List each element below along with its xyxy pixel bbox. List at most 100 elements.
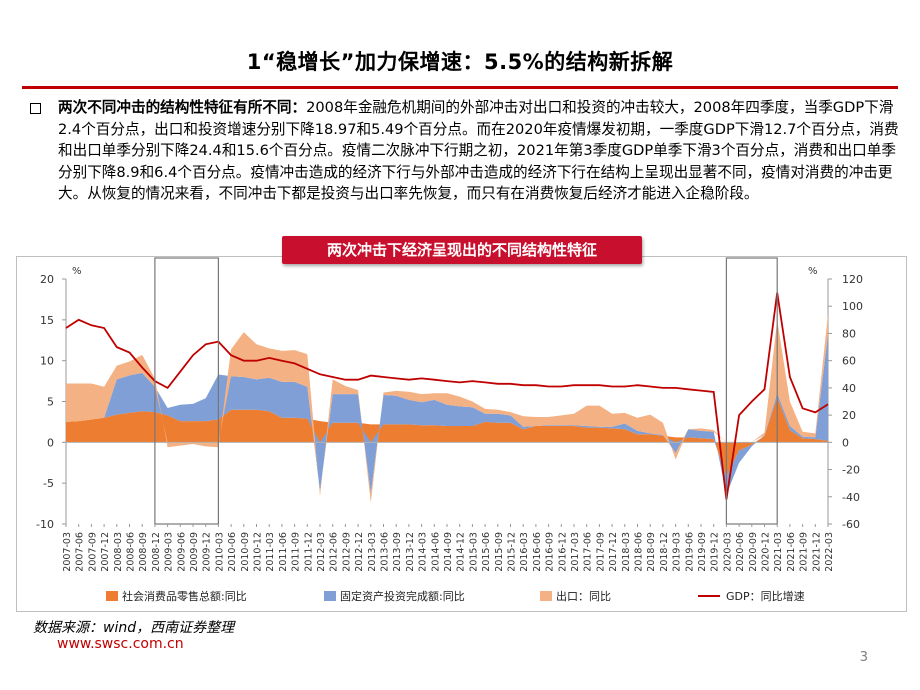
x-axis-tick-label: 2015-03 — [468, 532, 479, 572]
legend-label: 固定资产投资完成额:同比 — [340, 589, 465, 603]
x-axis-tick-label: 2016-03 — [519, 532, 530, 572]
x-axis-tick-label: 2021-09 — [799, 532, 810, 572]
paragraph-heading: 两次不同冲击的结构性特征有所不同： — [58, 99, 307, 116]
x-axis-tick-label: 2016-12 — [557, 532, 568, 572]
x-axis-tick-label: 2019-03 — [672, 532, 683, 572]
gdp-line — [65, 292, 829, 500]
left-axis-tick-label: 0 — [47, 436, 54, 449]
left-axis-tick-label: -5 — [43, 477, 54, 490]
right-axis-tick-label: 0 — [842, 436, 849, 449]
x-axis-tick-label: 2007-06 — [75, 532, 86, 572]
x-axis-tick-label: 2013-06 — [380, 532, 391, 572]
x-axis-tick-label: 2010-12 — [253, 532, 264, 572]
x-axis-tick-label: 2012-12 — [354, 532, 365, 572]
right-axis-unit: % — [808, 266, 818, 277]
x-axis-tick-label: 2011-03 — [265, 532, 276, 572]
area-series-1 — [66, 334, 828, 495]
x-axis-tick-label: 2013-09 — [392, 532, 403, 572]
page-number: 3 — [859, 650, 868, 665]
x-axis-tick-label: 2009-09 — [189, 532, 200, 572]
x-axis-tick-label: 2018-03 — [621, 532, 632, 572]
legend-label: GDP：同比增速 — [726, 589, 805, 603]
summary-paragraph: 两次不同冲击的结构性特征有所不同：2008年金融危机期间的外部冲击对出口和投资的… — [58, 97, 900, 205]
right-axis-tick-label: 20 — [842, 409, 856, 422]
data-source: 数据来源：wind，西南证券整理 — [33, 620, 235, 636]
x-axis-tick-label: 2011-06 — [278, 532, 289, 572]
x-axis-tick-label: 2008-03 — [113, 532, 124, 572]
x-axis-tick-label: 2010-09 — [240, 532, 251, 572]
x-axis-tick-label: 2019-12 — [710, 532, 721, 572]
x-axis-tick-label: 2020-09 — [748, 532, 759, 572]
right-axis-tick-label: 40 — [842, 382, 856, 395]
right-axis-tick-label: -60 — [842, 518, 860, 531]
x-axis-tick-label: 2018-06 — [634, 532, 645, 572]
x-axis-tick-label: 2014-12 — [456, 532, 467, 572]
x-axis-tick-label: 2007-09 — [87, 532, 98, 572]
x-axis-tick-label: 2018-12 — [659, 532, 670, 572]
right-axis-tick-label: -20 — [842, 464, 860, 477]
x-axis-tick-label: 2014-09 — [443, 532, 454, 572]
left-axis-tick-label: 15 — [40, 314, 54, 327]
x-axis-tick-label: 2015-12 — [507, 532, 518, 572]
legend-label: 社会消费品零售总额:同比 — [122, 589, 247, 603]
left-axis-tick-label: -10 — [36, 518, 54, 531]
x-axis-tick-label: 2020-03 — [722, 532, 733, 572]
bullet-square-icon — [30, 103, 41, 114]
x-axis-tick-label: 2017-06 — [583, 532, 594, 572]
x-axis-tick-label: 2022-03 — [824, 532, 835, 572]
x-axis-tick-label: 2011-12 — [303, 532, 314, 572]
x-axis-tick-label: 2010-06 — [227, 532, 238, 572]
x-axis-tick-label: 2008-06 — [126, 532, 137, 572]
x-axis-tick-label: 2018-09 — [646, 532, 657, 572]
x-axis-tick-label: 2007-12 — [100, 532, 111, 572]
left-axis-tick-label: 10 — [40, 355, 54, 368]
x-axis-tick-label: 2014-03 — [418, 532, 429, 572]
x-axis-tick-label: 2015-06 — [481, 532, 492, 572]
chart-title-badge: 两次冲击下经济呈现出的不同结构性特征 — [282, 236, 642, 264]
page-title: 1“稳增长”加力保增速：5.5%的结构新拆解 — [246, 50, 674, 74]
legend-swatch — [540, 591, 552, 601]
x-axis-tick-label: 2012-03 — [316, 532, 327, 572]
x-axis-tick-label: 2008-09 — [138, 532, 149, 572]
x-axis-tick-label: 2017-12 — [608, 532, 619, 572]
x-axis-tick-label: 2020-12 — [761, 532, 772, 572]
left-axis-tick-label: 20 — [40, 273, 54, 286]
legend-label: 出口：同比 — [556, 589, 611, 603]
x-axis-tick-label: 2014-06 — [430, 532, 441, 572]
x-axis-tick-label: 2016-09 — [545, 532, 556, 572]
x-axis-tick-label: 2017-09 — [595, 532, 606, 572]
x-axis-tick-label: 2009-12 — [202, 532, 213, 572]
x-axis-tick-label: 2012-06 — [329, 532, 340, 572]
right-axis-tick-label: 100 — [842, 300, 863, 313]
right-axis-tick-label: 80 — [842, 327, 856, 340]
x-axis-tick-label: 2017-03 — [570, 532, 581, 572]
x-axis-tick-label: 2010-03 — [214, 532, 225, 572]
x-axis-tick-label: 2008-12 — [151, 532, 162, 572]
title-divider — [22, 86, 898, 89]
x-axis-tick-label: 2015-09 — [494, 532, 505, 572]
x-axis-tick-label: 2007-03 — [62, 532, 73, 572]
left-axis-unit: % — [72, 266, 82, 277]
x-axis-tick-label: 2021-03 — [773, 532, 784, 572]
x-axis-tick-label: 2021-12 — [811, 532, 822, 572]
highlight-box-0 — [154, 257, 219, 525]
x-axis-tick-label: 2013-12 — [405, 532, 416, 572]
x-axis-tick-label: 2021-06 — [786, 532, 797, 572]
x-axis-tick-label: 2016-06 — [532, 532, 543, 572]
right-axis-tick-label: 120 — [842, 273, 863, 286]
left-axis-tick-label: 5 — [47, 396, 54, 409]
paragraph-body: 2008年金融危机期间的外部冲击对出口和投资的冲击较大，2008年四季度，当季G… — [58, 99, 899, 203]
legend-swatch — [106, 591, 118, 601]
x-axis-tick-label: 2013-03 — [367, 532, 378, 572]
right-axis-tick-label: 60 — [842, 355, 856, 368]
right-axis-tick-label: -40 — [842, 491, 860, 504]
x-axis-tick-label: 2009-06 — [176, 532, 187, 572]
x-axis-tick-label: 2020-06 — [735, 532, 746, 572]
site-url[interactable]: www.swsc.com.cn — [57, 636, 184, 652]
legend-swatch — [324, 591, 336, 601]
x-axis-tick-label: 2019-09 — [697, 532, 708, 572]
x-axis-tick-label: 2009-03 — [164, 532, 175, 572]
x-axis-tick-label: 2011-09 — [291, 532, 302, 572]
area-series-0 — [66, 397, 828, 477]
